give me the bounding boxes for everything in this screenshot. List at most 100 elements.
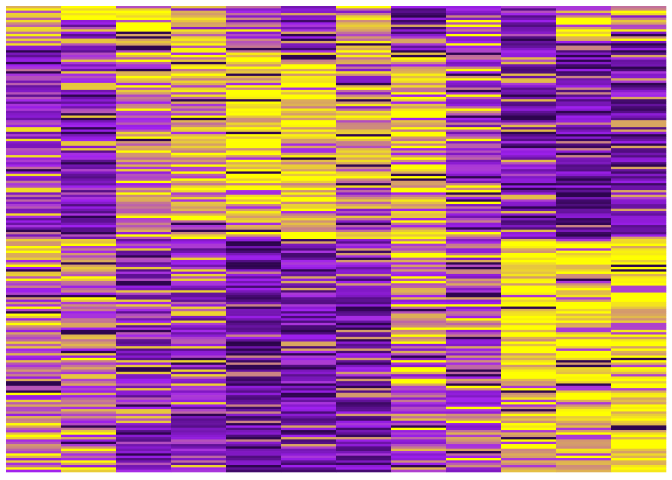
- heatmap-cell: [611, 404, 667, 408]
- heatmap-cell: [556, 59, 612, 63]
- heatmap-cell: [611, 341, 667, 345]
- heatmap-cell: [446, 59, 502, 63]
- heatmap-cell: [611, 462, 667, 466]
- heatmap-cell: [391, 385, 447, 389]
- heatmap-cell: [501, 273, 557, 277]
- heatmap-cell: [171, 22, 227, 25]
- heatmap-cell: [501, 465, 557, 468]
- heatmap-cell: [226, 73, 282, 77]
- heatmap-cell: [336, 211, 392, 214]
- heatmap-cell: [226, 227, 282, 230]
- heatmap-cell: [391, 155, 447, 158]
- heatmap-cell: [446, 82, 502, 86]
- heatmap-cell: [61, 371, 117, 375]
- heatmap-cell: [501, 420, 557, 424]
- heatmap-cell: [446, 150, 502, 154]
- heatmap-cell: [61, 460, 117, 463]
- heatmap-cell: [171, 43, 227, 46]
- heatmap-cell: [171, 10, 227, 14]
- heatmap-cell: [281, 66, 337, 70]
- heatmap-cell: [501, 355, 557, 359]
- heatmap-cell: [171, 61, 227, 65]
- heatmap-cell: [61, 148, 117, 151]
- heatmap-cell: [336, 75, 392, 79]
- heatmap-cell: [281, 197, 337, 200]
- heatmap-cell: [281, 8, 337, 11]
- heatmap-cell: [226, 89, 282, 93]
- heatmap-cell: [171, 444, 227, 447]
- heatmap-cell: [556, 404, 612, 408]
- heatmap-cell: [391, 304, 447, 307]
- heatmap-cell: [336, 420, 392, 424]
- heatmap-cell: [446, 278, 502, 282]
- heatmap-cell: [116, 311, 172, 314]
- heatmap-cell: [171, 180, 227, 184]
- heatmap-cell: [336, 460, 392, 463]
- heatmap-cell: [281, 159, 337, 163]
- heatmap-cell: [61, 187, 117, 191]
- heatmap-cell: [556, 122, 612, 126]
- heatmap-cell: [6, 444, 62, 447]
- heatmap-cell: [226, 222, 282, 226]
- heatmap-cell: [446, 162, 502, 165]
- heatmap-cell: [336, 10, 392, 14]
- heatmap-cell: [61, 252, 117, 256]
- heatmap-cell: [171, 448, 227, 452]
- heatmap-cell: [556, 392, 612, 396]
- heatmap-cell: [226, 215, 282, 219]
- heatmap-cell: [281, 68, 337, 72]
- heatmap-cell: [556, 236, 612, 240]
- heatmap-cell: [611, 388, 667, 391]
- heatmap-cell: [336, 82, 392, 86]
- heatmap-cell: [556, 40, 612, 44]
- heatmap-cell: [446, 320, 502, 324]
- heatmap-cell: [391, 460, 447, 463]
- heatmap-cell: [61, 306, 117, 310]
- heatmap-cell: [501, 61, 557, 65]
- heatmap-cell: [61, 469, 117, 473]
- heatmap-cell: [171, 367, 227, 370]
- heatmap-cell: [226, 388, 282, 391]
- heatmap-cell: [226, 369, 282, 373]
- heatmap-cell: [391, 257, 447, 261]
- heatmap-cell: [61, 353, 117, 356]
- heatmap-cell: [611, 252, 667, 256]
- heatmap-cell: [446, 371, 502, 375]
- heatmap-cell: [226, 176, 282, 179]
- heatmap-cell: [501, 152, 557, 156]
- heatmap-cell: [446, 322, 502, 326]
- heatmap-cell: [611, 257, 667, 261]
- heatmap-cell: [171, 346, 227, 349]
- heatmap-cell: [281, 38, 337, 42]
- heatmap-cell: [226, 145, 282, 149]
- heatmap-cell: [281, 92, 337, 95]
- heatmap-cell: [501, 204, 557, 207]
- heatmap-cell: [61, 87, 117, 91]
- heatmap-cell: [61, 346, 117, 349]
- heatmap-cell: [391, 110, 447, 114]
- heatmap-cell: [226, 194, 282, 198]
- heatmap-cell: [171, 131, 227, 135]
- heatmap-cell: [501, 106, 557, 109]
- heatmap-cell: [336, 15, 392, 18]
- heatmap-cell: [556, 439, 612, 443]
- heatmap-cell: [226, 425, 282, 429]
- heatmap-cell: [391, 15, 447, 18]
- heatmap-cell: [391, 383, 447, 387]
- heatmap-cell: [501, 432, 557, 436]
- heatmap-cell: [6, 106, 62, 109]
- heatmap-cell: [336, 92, 392, 95]
- heatmap-cell: [116, 444, 172, 447]
- heatmap-cell: [391, 327, 447, 331]
- heatmap-cell: [611, 432, 667, 436]
- heatmap-cell: [501, 374, 557, 377]
- heatmap-cell: [6, 54, 62, 58]
- heatmap-cell: [556, 10, 612, 14]
- heatmap-cell: [171, 225, 227, 228]
- heatmap-cell: [391, 173, 447, 177]
- heatmap-cell: [281, 322, 337, 326]
- heatmap-cell: [171, 262, 227, 265]
- heatmap-cell: [6, 222, 62, 226]
- heatmap-cell: [281, 404, 337, 408]
- heatmap-cell: [171, 173, 227, 177]
